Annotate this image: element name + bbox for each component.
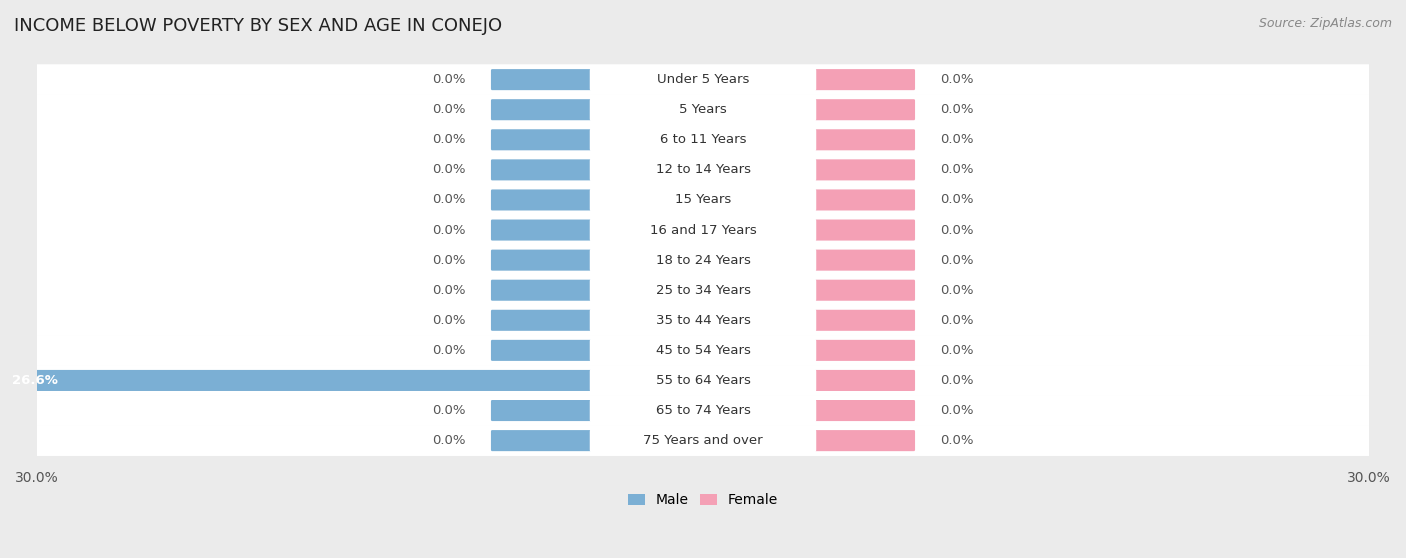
FancyBboxPatch shape (34, 185, 1372, 215)
Text: 0.0%: 0.0% (941, 283, 974, 297)
FancyBboxPatch shape (589, 218, 817, 242)
Text: Under 5 Years: Under 5 Years (657, 73, 749, 86)
FancyBboxPatch shape (589, 398, 817, 422)
FancyBboxPatch shape (34, 155, 1372, 185)
FancyBboxPatch shape (813, 370, 915, 391)
Text: 0.0%: 0.0% (941, 314, 974, 327)
Text: 0.0%: 0.0% (941, 224, 974, 237)
Text: 0.0%: 0.0% (941, 344, 974, 357)
Text: 18 to 24 Years: 18 to 24 Years (655, 254, 751, 267)
FancyBboxPatch shape (34, 64, 1372, 95)
Text: 0.0%: 0.0% (941, 103, 974, 116)
FancyBboxPatch shape (813, 69, 915, 90)
FancyBboxPatch shape (589, 98, 817, 122)
FancyBboxPatch shape (34, 305, 1372, 335)
FancyBboxPatch shape (34, 335, 1372, 365)
Text: 0.0%: 0.0% (941, 194, 974, 206)
Text: 65 to 74 Years: 65 to 74 Years (655, 404, 751, 417)
FancyBboxPatch shape (491, 160, 593, 180)
Text: 55 to 64 Years: 55 to 64 Years (655, 374, 751, 387)
FancyBboxPatch shape (813, 160, 915, 180)
Text: 45 to 54 Years: 45 to 54 Years (655, 344, 751, 357)
Text: 0.0%: 0.0% (432, 103, 465, 116)
FancyBboxPatch shape (491, 129, 593, 150)
FancyBboxPatch shape (813, 99, 915, 120)
FancyBboxPatch shape (589, 158, 817, 182)
FancyBboxPatch shape (491, 219, 593, 240)
FancyBboxPatch shape (589, 308, 817, 333)
Text: 12 to 14 Years: 12 to 14 Years (655, 163, 751, 176)
Text: 5 Years: 5 Years (679, 103, 727, 116)
FancyBboxPatch shape (34, 245, 1372, 276)
FancyBboxPatch shape (589, 278, 817, 302)
Text: 0.0%: 0.0% (941, 73, 974, 86)
Text: 0.0%: 0.0% (941, 163, 974, 176)
Legend: Male, Female: Male, Female (623, 488, 783, 513)
Text: 0.0%: 0.0% (432, 254, 465, 267)
FancyBboxPatch shape (813, 280, 915, 301)
Text: 0.0%: 0.0% (941, 133, 974, 146)
Text: 0.0%: 0.0% (432, 194, 465, 206)
FancyBboxPatch shape (813, 310, 915, 331)
FancyBboxPatch shape (491, 430, 593, 451)
Text: 0.0%: 0.0% (432, 434, 465, 447)
FancyBboxPatch shape (34, 275, 1372, 306)
Text: 35 to 44 Years: 35 to 44 Years (655, 314, 751, 327)
FancyBboxPatch shape (34, 124, 1372, 155)
FancyBboxPatch shape (813, 129, 915, 150)
FancyBboxPatch shape (34, 215, 1372, 246)
FancyBboxPatch shape (813, 400, 915, 421)
Text: 0.0%: 0.0% (432, 344, 465, 357)
Text: 16 and 17 Years: 16 and 17 Years (650, 224, 756, 237)
FancyBboxPatch shape (589, 68, 817, 92)
FancyBboxPatch shape (491, 249, 593, 271)
FancyBboxPatch shape (813, 219, 915, 240)
FancyBboxPatch shape (813, 340, 915, 361)
Text: 0.0%: 0.0% (941, 254, 974, 267)
FancyBboxPatch shape (589, 128, 817, 152)
FancyBboxPatch shape (589, 248, 817, 272)
Text: 0.0%: 0.0% (432, 404, 465, 417)
FancyBboxPatch shape (491, 189, 593, 210)
Text: 25 to 34 Years: 25 to 34 Years (655, 283, 751, 297)
Text: 0.0%: 0.0% (432, 73, 465, 86)
FancyBboxPatch shape (34, 425, 1372, 456)
Text: 0.0%: 0.0% (432, 133, 465, 146)
Text: 0.0%: 0.0% (432, 314, 465, 327)
Text: 26.6%: 26.6% (13, 374, 58, 387)
FancyBboxPatch shape (491, 340, 593, 361)
FancyBboxPatch shape (491, 280, 593, 301)
FancyBboxPatch shape (491, 310, 593, 331)
FancyBboxPatch shape (34, 365, 1372, 396)
Text: 0.0%: 0.0% (941, 374, 974, 387)
Text: 0.0%: 0.0% (941, 434, 974, 447)
FancyBboxPatch shape (813, 430, 915, 451)
FancyBboxPatch shape (589, 429, 817, 453)
FancyBboxPatch shape (589, 188, 817, 212)
Text: 0.0%: 0.0% (432, 224, 465, 237)
Text: 0.0%: 0.0% (432, 283, 465, 297)
FancyBboxPatch shape (813, 189, 915, 210)
FancyBboxPatch shape (491, 99, 593, 120)
FancyBboxPatch shape (34, 395, 1372, 426)
Text: 6 to 11 Years: 6 to 11 Years (659, 133, 747, 146)
FancyBboxPatch shape (589, 368, 817, 392)
Text: 75 Years and over: 75 Years and over (643, 434, 763, 447)
Text: 15 Years: 15 Years (675, 194, 731, 206)
Text: 0.0%: 0.0% (941, 404, 974, 417)
FancyBboxPatch shape (491, 69, 593, 90)
Text: INCOME BELOW POVERTY BY SEX AND AGE IN CONEJO: INCOME BELOW POVERTY BY SEX AND AGE IN C… (14, 17, 502, 35)
FancyBboxPatch shape (589, 338, 817, 362)
Text: Source: ZipAtlas.com: Source: ZipAtlas.com (1258, 17, 1392, 30)
FancyBboxPatch shape (34, 94, 1372, 125)
FancyBboxPatch shape (813, 249, 915, 271)
FancyBboxPatch shape (0, 370, 593, 391)
Text: 0.0%: 0.0% (432, 163, 465, 176)
FancyBboxPatch shape (491, 400, 593, 421)
